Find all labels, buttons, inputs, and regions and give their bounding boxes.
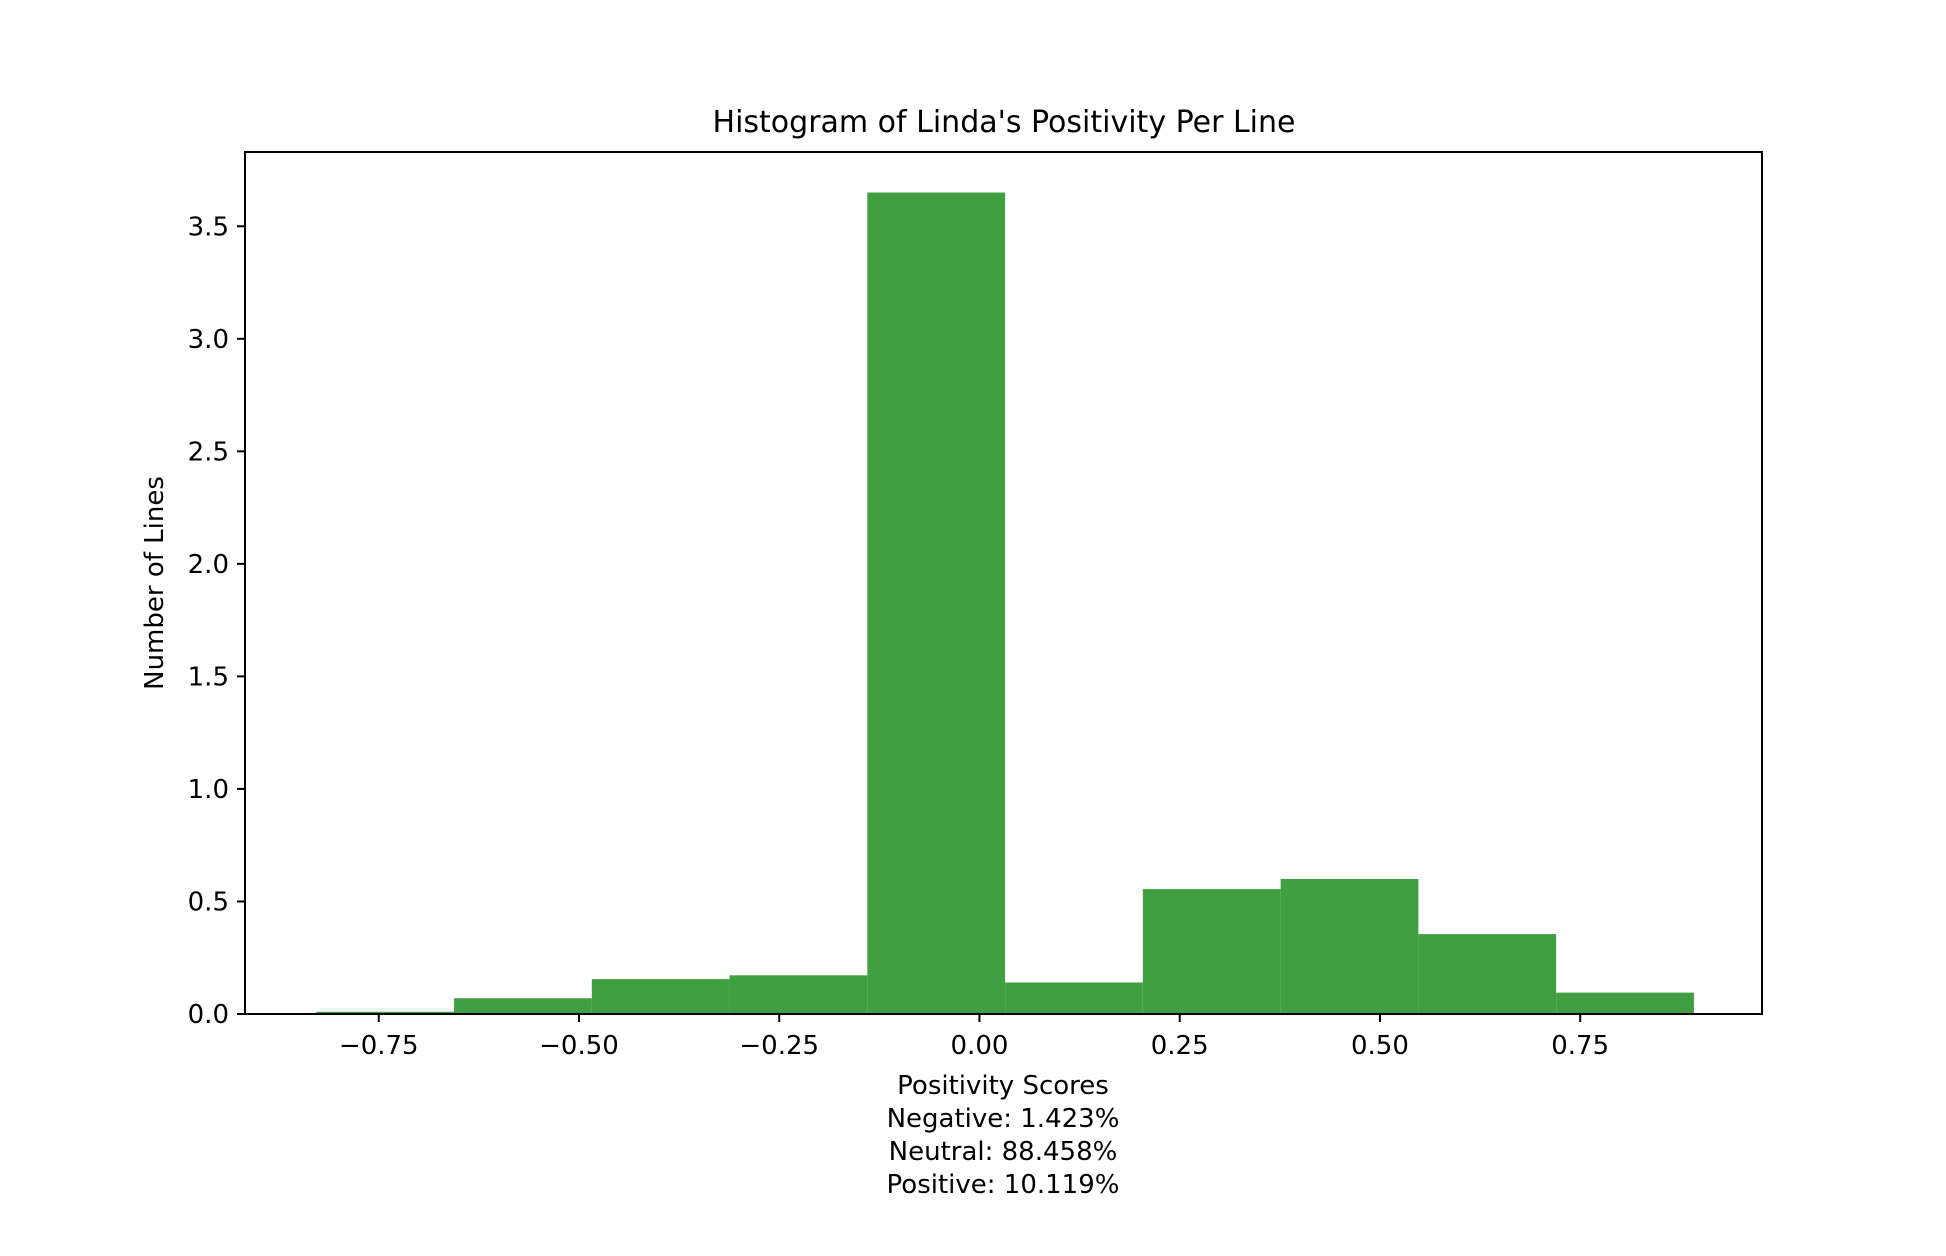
histogram-bar <box>729 975 868 1014</box>
x-axis-label-line-1: Positivity Scores <box>897 1071 1109 1101</box>
x-tick-label: 0.25 <box>1151 1031 1209 1061</box>
histogram-bar <box>591 979 730 1014</box>
chart-title: Histogram of Linda's Positivity Per Line <box>713 105 1296 140</box>
histogram-bar <box>316 1011 455 1014</box>
histogram-bar <box>454 998 592 1014</box>
plot-area-frame <box>244 151 1763 1015</box>
x-tick-label: −0.25 <box>739 1031 819 1061</box>
y-axis-label: Number of Lines <box>140 476 170 690</box>
y-tick-label: 2.0 <box>188 550 229 580</box>
y-tick-label: 2.5 <box>188 437 229 467</box>
y-tick-label: 0.5 <box>188 887 229 917</box>
x-tick-label: −0.75 <box>339 1031 419 1061</box>
x-tick-label: 0.00 <box>951 1031 1009 1061</box>
x-axis-ticks: −0.75 −0.50 −0.25 0.00 0.25 0.50 0.75 <box>339 1014 1609 1061</box>
x-axis-label-positive: Positive: 10.119% <box>887 1170 1120 1200</box>
y-tick-label: 1.0 <box>188 775 229 805</box>
y-tick-label: 3.0 <box>188 325 229 355</box>
y-tick-label: 1.5 <box>188 662 229 692</box>
y-tick-label: 0.0 <box>188 1000 229 1030</box>
x-axis-label-negative: Negative: 1.423% <box>887 1104 1120 1134</box>
histogram-bar <box>1142 889 1281 1014</box>
x-tick-label: −0.50 <box>539 1031 619 1061</box>
x-tick-label: 0.50 <box>1351 1031 1409 1061</box>
histogram-bar <box>1418 934 1557 1014</box>
y-axis-ticks: 0.0 0.5 1.0 1.5 2.0 2.5 3.0 3.5 <box>188 212 245 1030</box>
x-tick-label: 0.75 <box>1551 1031 1609 1061</box>
histogram-bar <box>1556 992 1694 1014</box>
histogram-bars <box>316 192 1694 1015</box>
x-axis-label: Positivity Scores Negative: 1.423% Neutr… <box>887 1071 1120 1200</box>
histogram-bar <box>1005 982 1143 1014</box>
histogram-bar <box>1280 878 1419 1014</box>
histogram-bar <box>867 192 1006 1015</box>
x-axis-label-neutral: Neutral: 88.458% <box>889 1137 1118 1167</box>
y-tick-label: 3.5 <box>188 212 229 242</box>
